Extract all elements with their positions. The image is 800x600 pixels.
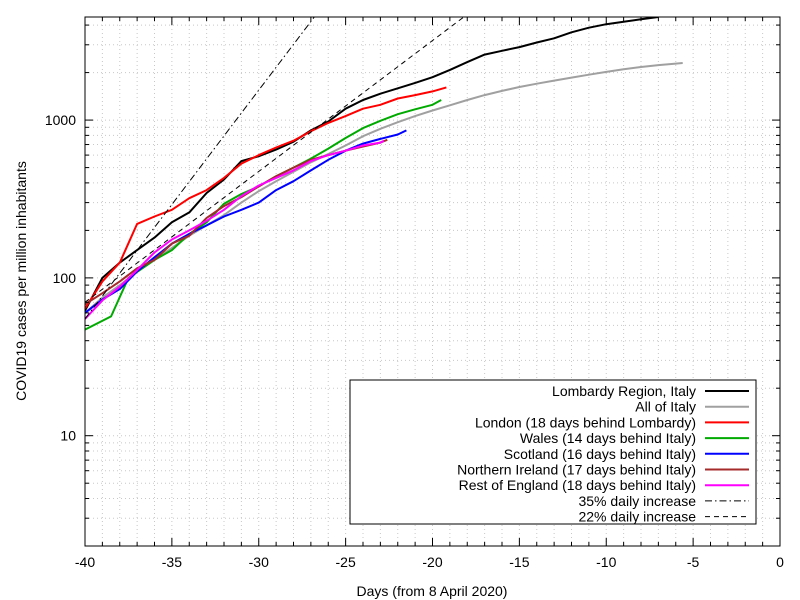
y-tick-label: 10 [60,428,76,444]
series-line-6 [85,139,385,320]
legend-entry-label: Northern Ireland (17 days behind Italy) [457,462,696,478]
legend-box [349,379,757,525]
series-line-4 [85,129,407,314]
x-tick-label: -15 [509,554,529,570]
y-axis-label: COVID19 cases per million inhabitants [13,161,29,401]
x-tick-label: -5 [687,554,700,570]
series-line-0 [85,17,659,312]
x-tick-label: 0 [776,554,784,570]
x-tick-label: -10 [596,554,616,570]
legend-entry-label: 22% daily increase [578,509,696,525]
x-tick-label: -40 [75,554,95,570]
series-line-2 [85,86,447,310]
series-line-8 [85,17,465,303]
legend-entry-label: Lombardy Region, Italy [552,383,696,399]
x-tick-label: -30 [249,554,269,570]
legend-entry-label: All of Italy [635,399,696,415]
y-tick-label: 1000 [45,112,76,128]
x-tick-label: -35 [162,554,182,570]
series-line-3 [85,99,442,331]
legend-entry-label: Wales (14 days behind Italy) [520,430,696,446]
x-tick-label: -25 [336,554,356,570]
x-axis-label: Days (from 8 April 2020) [357,583,508,599]
legend-entry-label: Rest of England (18 days behind Italy) [459,477,696,493]
series-lines [85,17,683,331]
x-tick-label: -20 [422,554,442,570]
series-line-1 [85,62,683,314]
legend-entry-label: 35% daily increase [578,493,696,509]
legend-entry-label: London (18 days behind Lombardy) [475,414,696,430]
series-line-7 [85,17,315,320]
y-tick-label: 100 [53,270,77,286]
axis-ticks: -40 -35 -30 -25 -20 -15 -10 -5 0 10 100 1000 [45,17,784,570]
legend-entry-label: Scotland (16 days behind Italy) [504,446,696,462]
